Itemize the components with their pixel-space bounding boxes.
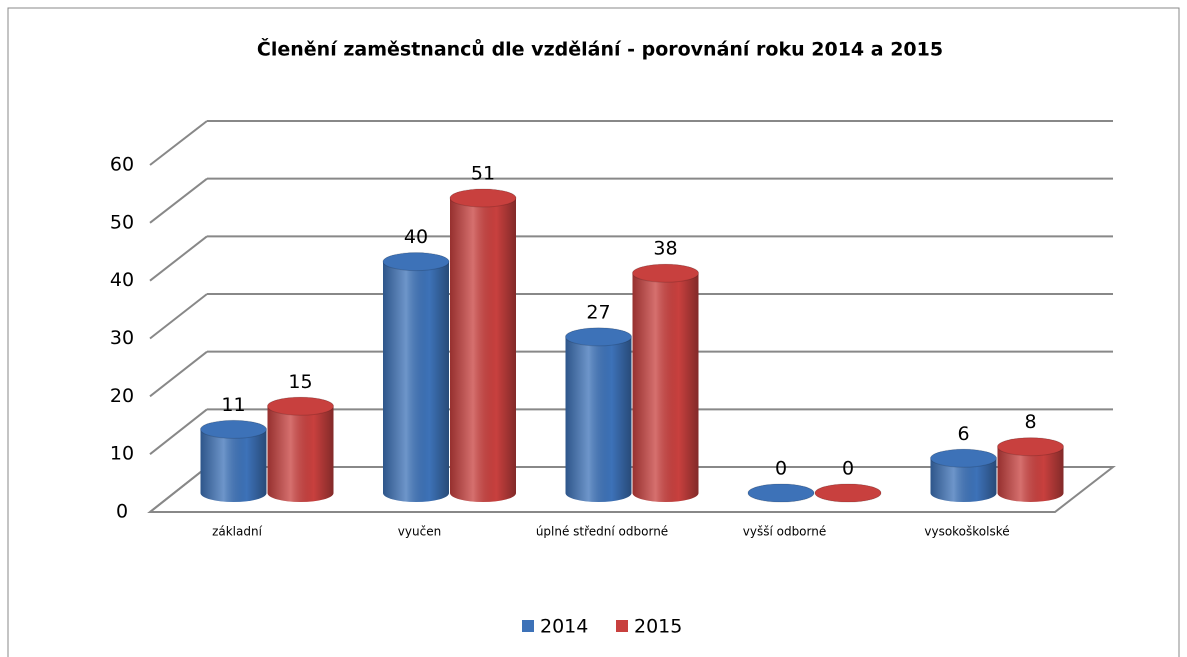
value-label: 40 — [404, 226, 428, 248]
y-tick-label: 40 — [110, 269, 134, 291]
bar-top — [267, 396, 334, 416]
bar-shade — [450, 189, 516, 503]
grid-line-side — [149, 235, 208, 282]
grid-line-side — [149, 293, 208, 340]
y-tick-label: 0 — [116, 501, 128, 523]
value-label: 38 — [653, 238, 677, 260]
x-tick-label: základní — [212, 525, 263, 539]
bar-top — [449, 188, 517, 208]
x-tick-label: vyučen — [398, 525, 441, 539]
value-label: 11 — [221, 394, 245, 416]
frame — [7, 7, 1180, 657]
bar-shade — [565, 327, 632, 502]
value-label: 27 — [586, 301, 610, 323]
value-label: 0 — [842, 458, 854, 480]
y-tick-label: 20 — [110, 385, 134, 407]
y-tick-label: 60 — [110, 154, 134, 176]
value-label: 6 — [957, 423, 969, 445]
y-tick-label: 30 — [110, 327, 134, 349]
bar-top — [565, 327, 632, 347]
legend-label: 2015 — [634, 616, 682, 638]
legend-swatch — [522, 620, 534, 632]
y-tick-label: 10 — [110, 443, 134, 465]
bar-top — [814, 483, 882, 503]
legend-label: 2014 — [540, 616, 588, 638]
x-tick-label: úplné střední odborné — [536, 525, 668, 539]
grid-line-side — [149, 466, 208, 513]
value-label: 15 — [288, 371, 312, 393]
grid-line-side — [149, 120, 208, 166]
legend-swatch — [616, 620, 628, 632]
bar-shade — [383, 252, 449, 502]
bar-top — [930, 448, 997, 468]
bar-shade — [267, 397, 334, 502]
x-tick-label: vysokoškolské — [924, 525, 1009, 539]
y-tick-label: 50 — [110, 211, 134, 233]
x-tick-label: vyšší odborné — [743, 525, 826, 539]
value-label: 51 — [471, 163, 495, 185]
bar-top — [382, 252, 450, 272]
grid-line-side — [149, 177, 208, 224]
value-label: 8 — [1024, 411, 1036, 433]
chart-title: Členění zaměstnanců dle vzdělání - porov… — [257, 37, 943, 61]
value-label: 0 — [775, 458, 787, 480]
bar-shade — [200, 420, 267, 502]
bar-top — [747, 483, 815, 503]
grid-line-side — [149, 350, 208, 398]
bar-top — [632, 263, 699, 283]
bar-top — [997, 437, 1064, 457]
bar-shade — [632, 264, 699, 502]
grid-line-side — [149, 408, 208, 455]
bar-top — [200, 419, 267, 439]
